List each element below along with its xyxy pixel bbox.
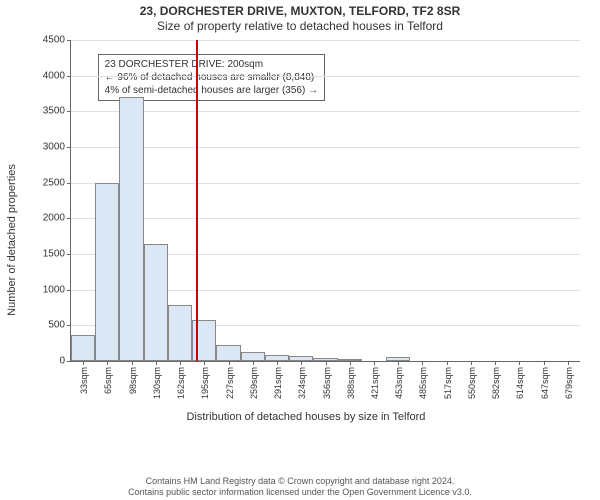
gridline-h [71, 218, 580, 219]
ytick-mark [67, 254, 71, 255]
xtick-label: 356sqm [322, 367, 332, 399]
xtick-mark [301, 361, 302, 365]
xtick-label: 647sqm [540, 367, 550, 399]
xtick-mark [568, 361, 569, 365]
ytick-label: 2000 [43, 213, 65, 224]
ytick-mark [67, 76, 71, 77]
ytick-label: 2500 [43, 177, 65, 188]
annotation-line1: 23 DORCHESTER DRIVE: 200sqm [105, 58, 318, 71]
ytick-mark [67, 361, 71, 362]
gridline-h [71, 40, 580, 41]
gridline-h [71, 183, 580, 184]
xtick-label: 388sqm [346, 367, 356, 399]
ytick-mark [67, 40, 71, 41]
ytick-label: 4500 [43, 35, 65, 46]
ytick-mark [67, 183, 71, 184]
chart-title-line1: 23, DORCHESTER DRIVE, MUXTON, TELFORD, T… [0, 4, 600, 18]
ytick-mark [67, 111, 71, 112]
bar [71, 335, 95, 361]
gridline-h [71, 111, 580, 112]
bar [119, 97, 143, 361]
xtick-mark [471, 361, 472, 365]
xtick-label: 130sqm [152, 367, 162, 399]
chart-title-block: 23, DORCHESTER DRIVE, MUXTON, TELFORD, T… [0, 0, 600, 33]
xtick-label: 485sqm [418, 367, 428, 399]
footer-line1: Contains HM Land Registry data © Crown c… [0, 476, 600, 487]
xtick-mark [107, 361, 108, 365]
xtick-label: 679sqm [564, 367, 574, 399]
xtick-label: 227sqm [225, 367, 235, 399]
ytick-label: 1000 [43, 284, 65, 295]
xtick-label: 517sqm [443, 367, 453, 399]
ytick-label: 500 [48, 320, 65, 331]
xtick-label: 98sqm [128, 367, 138, 394]
xtick-mark [350, 361, 351, 365]
xtick-mark [519, 361, 520, 365]
xtick-label: 550sqm [467, 367, 477, 399]
annotation-box: 23 DORCHESTER DRIVE: 200sqm ← 96% of det… [98, 54, 325, 101]
ytick-mark [67, 325, 71, 326]
annotation-line3: 4% of semi-detached houses are larger (3… [105, 84, 318, 97]
xtick-label: 324sqm [297, 367, 307, 399]
xtick-mark [132, 361, 133, 365]
bar [216, 345, 240, 361]
y-axis-label: Number of detached properties [6, 164, 18, 316]
chart-title-line2: Size of property relative to detached ho… [0, 19, 600, 33]
gridline-h [71, 76, 580, 77]
xtick-label: 453sqm [394, 367, 404, 399]
bar [168, 305, 192, 361]
bar [144, 244, 168, 361]
x-axis-label: Distribution of detached houses by size … [28, 411, 584, 423]
footer-line2: Contains public sector information licen… [0, 487, 600, 498]
xtick-mark [156, 361, 157, 365]
footer-attribution: Contains HM Land Registry data © Crown c… [0, 476, 600, 498]
marker-line [196, 40, 198, 361]
annotation-line2: ← 96% of detached houses are smaller (8,… [105, 71, 318, 84]
ytick-mark [67, 290, 71, 291]
xtick-mark [253, 361, 254, 365]
xtick-mark [180, 361, 181, 365]
xtick-mark [374, 361, 375, 365]
xtick-mark [398, 361, 399, 365]
ytick-label: 0 [59, 356, 65, 367]
chart-container: Number of detached properties 23 DORCHES… [28, 40, 584, 440]
xtick-label: 162sqm [176, 367, 186, 399]
xtick-mark [83, 361, 84, 365]
ytick-label: 1500 [43, 249, 65, 260]
xtick-label: 582sqm [491, 367, 501, 399]
xtick-label: 65sqm [103, 367, 113, 394]
xtick-mark [277, 361, 278, 365]
bar [95, 183, 119, 361]
xtick-mark [544, 361, 545, 365]
ytick-label: 3000 [43, 142, 65, 153]
xtick-mark [229, 361, 230, 365]
xtick-label: 291sqm [273, 367, 283, 399]
xtick-label: 259sqm [249, 367, 259, 399]
ytick-label: 3500 [43, 106, 65, 117]
xtick-label: 421sqm [370, 367, 380, 399]
gridline-h [71, 147, 580, 148]
xtick-mark [422, 361, 423, 365]
xtick-mark [495, 361, 496, 365]
bar [241, 352, 265, 361]
xtick-label: 33sqm [79, 367, 89, 394]
xtick-label: 614sqm [515, 367, 525, 399]
ytick-mark [67, 147, 71, 148]
plot-area: 23 DORCHESTER DRIVE: 200sqm ← 96% of det… [70, 40, 580, 362]
xtick-mark [447, 361, 448, 365]
xtick-label: 195sqm [200, 367, 210, 399]
xtick-mark [326, 361, 327, 365]
ytick-label: 4000 [43, 70, 65, 81]
xtick-mark [204, 361, 205, 365]
ytick-mark [67, 218, 71, 219]
